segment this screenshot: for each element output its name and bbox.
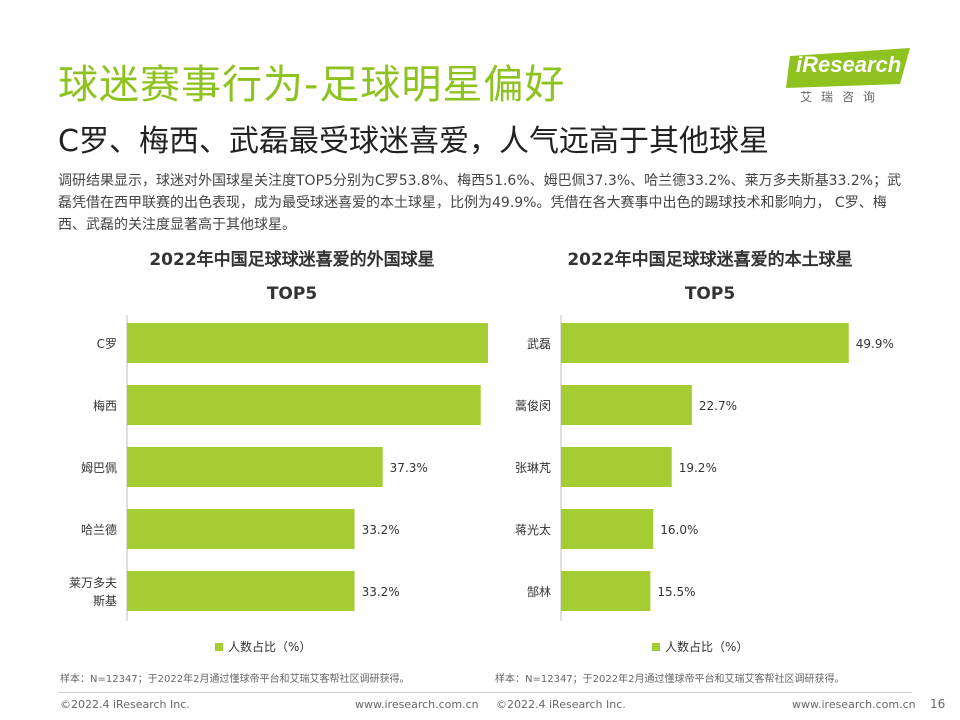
foreign-legend-label: 人数占比（%）: [228, 639, 311, 654]
page-title: 球迷赛事行为-足球明星偏好: [58, 62, 566, 108]
left-chart-title-line2: TOP5: [266, 284, 318, 304]
foreign-bar: [127, 385, 481, 425]
domestic-category-label: 郜林: [527, 585, 551, 599]
right-sample-note: 样本：N=12347；于2022年2月通过懂球帝平台和艾瑞艾客帮社区调研获得。: [495, 674, 845, 685]
domestic-bar: [561, 385, 692, 425]
foreign-data-label: 37.3%: [390, 461, 428, 475]
logo-brand-text: iResearch: [796, 52, 902, 77]
foreign-category-label: 哈兰德: [81, 522, 117, 537]
foreign-category-label: 莱万多夫: [69, 576, 117, 590]
foreign-stars-bar-chart: 53.8%C罗51.6%梅西37.3%姆巴佩33.2%哈兰德33.2%莱万多夫斯…: [69, 315, 488, 654]
foreign-bar: [127, 571, 355, 611]
foreign-bar: [127, 509, 355, 549]
left-chart-title-line1: 2022年中国足球球迷喜爱的外国球星: [149, 250, 435, 270]
domestic-legend-swatch: [652, 643, 660, 651]
foreign-category-label: 斯基: [93, 594, 117, 608]
domestic-data-label: 16.0%: [660, 523, 698, 537]
footer-divider: [58, 692, 912, 693]
domestic-category-label: 蒋光太: [515, 522, 551, 537]
domestic-legend-label: 人数占比（%）: [665, 639, 748, 654]
domestic-category-label: 蒿俊闵: [515, 398, 551, 413]
domestic-bar: [561, 447, 672, 487]
right-chart-title-line1: 2022年中国足球球迷喜爱的本土球星: [567, 250, 853, 270]
footer-copyright-left: ©2022.4 iResearch Inc.: [60, 698, 190, 711]
domestic-bar: [561, 571, 651, 611]
domestic-data-label: 22.7%: [699, 399, 737, 413]
domestic-data-label: 15.5%: [657, 585, 695, 599]
logo-sub-text: 艾瑞咨询: [800, 90, 885, 104]
intro-paragraph: 调研结果显示，球迷对外国球星关注度TOP5分别为C罗53.8%、梅西51.6%、…: [58, 173, 902, 233]
foreign-data-label: 33.2%: [362, 585, 400, 599]
domestic-category-label: 张琳芃: [515, 461, 551, 475]
footer-url-right[interactable]: www.iresearch.com.cn: [792, 698, 916, 711]
foreign-bar: [127, 323, 488, 363]
domestic-bar: [561, 323, 849, 363]
domestic-data-label: 19.2%: [679, 461, 717, 475]
footer-copyright-right: ©2022.4 iResearch Inc.: [496, 698, 626, 711]
foreign-category-label: 姆巴佩: [81, 461, 117, 475]
left-chart-title: 2022年中国足球球迷喜爱的外国球星 TOP5: [102, 243, 482, 311]
logo-badge-shape: [786, 48, 910, 88]
domestic-data-label: 49.9%: [856, 337, 894, 351]
page-subtitle: C罗、梅西、武磊最受球迷喜爱，人气远高于其他球星: [58, 124, 769, 159]
domestic-stars-bar-chart: 49.9% 武磊 22.7% 蒿俊闵 19.2% 张琳芃 16.0% 蒋光太 15.5% 郜林人数…: [515, 315, 894, 654]
footer-url-left[interactable]: www.iresearch.com.cn: [355, 698, 479, 711]
right-chart-title: 2022年中国足球球迷喜爱的本土球星 TOP5: [520, 243, 900, 311]
foreign-data-label: 33.2%: [362, 523, 400, 537]
left-sample-note: 样本：N=12347；于2022年2月通过懂球帝平台和艾瑞艾客帮社区调研获得。: [60, 674, 410, 685]
foreign-bar: [127, 447, 383, 487]
foreign-legend-swatch: [215, 643, 223, 651]
domestic-bar: [561, 509, 654, 549]
foreign-category-label: 梅西: [93, 398, 117, 413]
page-number: 16: [930, 697, 946, 711]
right-chart-title-line2: TOP5: [684, 284, 736, 304]
domestic-category-label: 武磊: [527, 337, 551, 351]
iresearch-logo: iResearch 艾瑞咨询: [786, 48, 912, 108]
foreign-category-label: C罗: [97, 337, 117, 351]
